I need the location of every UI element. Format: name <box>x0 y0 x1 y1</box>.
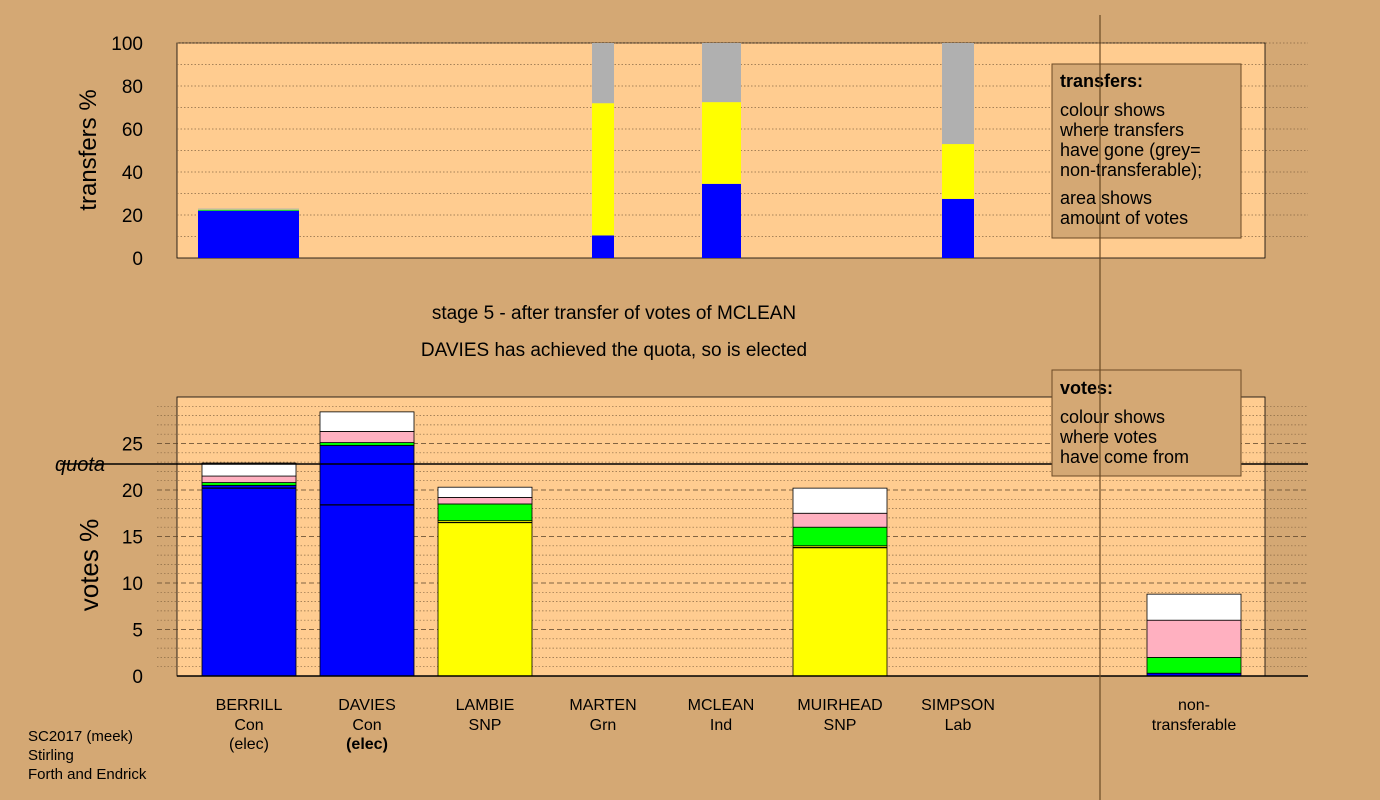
y-tick-label: 25 <box>122 435 143 456</box>
vote-bar-segment <box>792 545 888 677</box>
vote-bar-segment <box>319 411 415 432</box>
candidate-name: LAMBIE <box>456 697 515 714</box>
candidate-name: non- <box>1178 697 1210 714</box>
stage-caption: stage 5 - after transfer of votes of MCL… <box>432 303 796 324</box>
transfer-bar-segment <box>702 102 741 184</box>
candidate-party: transferable <box>1152 717 1237 734</box>
y-tick-label: 60 <box>122 120 143 141</box>
transfer-bar-segment <box>592 235 614 258</box>
vote-bar-segment <box>437 520 533 677</box>
vote-bar-segment <box>201 475 297 483</box>
vote-bar-segment <box>201 482 297 486</box>
transfer-bar-segment <box>702 183 741 258</box>
vote-bar-segment <box>792 487 888 514</box>
vote-bar-segment <box>792 526 888 547</box>
y-tick-label: 100 <box>111 34 143 55</box>
vote-bar-segment <box>437 503 533 522</box>
y-tick-label: 10 <box>122 574 143 595</box>
vote-bar-segment <box>319 444 415 677</box>
transfers-legend-line: amount of votes <box>1060 208 1188 228</box>
votes-y-axis-label: votes % <box>74 519 104 612</box>
transfers-legend-title: transfers: <box>1060 71 1143 91</box>
y-tick-label: 20 <box>122 206 143 227</box>
transfer-bar-segment <box>198 208 299 210</box>
transfers-bars <box>198 43 974 258</box>
transfer-bar-segment <box>942 144 974 199</box>
candidate-name: MUIRHEAD <box>797 697 882 714</box>
footer-line: SC2017 (meek) <box>28 728 133 745</box>
votes-legend-line: colour shows <box>1060 407 1165 427</box>
votes-legend-title: votes: <box>1060 378 1113 398</box>
candidate-name: DAVIES <box>338 697 396 714</box>
vote-bar-segment <box>437 486 533 498</box>
votes-legend-line: have come from <box>1060 447 1189 467</box>
footer-line: Forth and Endrick <box>28 766 147 783</box>
y-tick-label: 80 <box>122 77 143 98</box>
y-tick-label: 0 <box>132 249 143 270</box>
transfer-bar-segment <box>198 210 299 258</box>
transfers-legend-line: colour shows <box>1060 100 1165 120</box>
transfers-legend-line: where transfers <box>1059 120 1184 140</box>
transfers-legend-line: have gone (grey= <box>1060 140 1201 160</box>
transfer-bar-segment <box>592 43 614 104</box>
y-tick-label: 15 <box>122 528 143 549</box>
votes-legend-box <box>1051 369 1242 477</box>
y-tick-label: 20 <box>122 481 143 502</box>
transfers-legend: transfers: colour shows where transfers … <box>1051 63 1242 239</box>
candidate-party: Lab <box>945 717 972 734</box>
candidate-party: Grn <box>590 717 617 734</box>
candidate-name: MCLEAN <box>688 697 755 714</box>
candidate-status: (elec) <box>346 736 388 753</box>
transfers-legend-line: area shows <box>1060 188 1152 208</box>
votes-bars <box>201 411 1242 677</box>
footer-line: Stirling <box>28 747 74 764</box>
y-tick-label: 0 <box>132 667 143 688</box>
votes-y-ticks: 0 5 10 15 20 25 <box>122 435 143 689</box>
vote-bar-segment <box>792 512 888 528</box>
candidate-party: SNP <box>824 717 857 734</box>
candidate-party: Con <box>234 717 263 734</box>
transfers-y-ticks: 0 20 40 60 80 100 <box>111 34 143 270</box>
quota-label: quota <box>55 454 105 476</box>
candidate-name: BERRILL <box>216 697 283 714</box>
candidate-status: (elec) <box>229 736 269 753</box>
transfer-bar-segment <box>942 43 974 145</box>
candidate-party: Ind <box>710 717 732 734</box>
votes-legend-line: where votes <box>1059 427 1157 447</box>
vote-bar-segment <box>1146 619 1242 658</box>
vote-bar-segment <box>319 442 415 446</box>
vote-bar-segment <box>1146 657 1242 674</box>
transfers-legend-box <box>1051 63 1242 239</box>
votes-legend: votes: colour shows where votes have com… <box>1051 369 1242 477</box>
transfer-bar-segment <box>942 198 974 258</box>
vote-bar-segment <box>201 462 297 477</box>
y-tick-label: 5 <box>132 621 143 642</box>
vote-bar-segment <box>437 497 533 505</box>
vote-bar-segment <box>201 484 297 677</box>
candidate-name: MARTEN <box>569 697 636 714</box>
candidate-labels: BERRILL Con (elec) DAVIES Con (elec) LAMBIE SNP… <box>216 697 1237 753</box>
candidate-party: SNP <box>469 717 502 734</box>
vote-bar-segment <box>319 431 415 443</box>
candidate-name: SIMPSON <box>921 697 995 714</box>
transfer-bar-segment <box>702 43 741 103</box>
vote-bar-segment <box>1146 593 1242 621</box>
y-tick-label: 40 <box>122 163 143 184</box>
transfer-bar-segment <box>592 103 614 236</box>
candidate-party: Con <box>352 717 381 734</box>
transfers-y-axis-label: transfers % <box>75 89 102 210</box>
transfers-legend-line: non-transferable); <box>1060 160 1202 180</box>
transfer-bar-segment <box>198 209 299 211</box>
status-caption: DAVIES has achieved the quota, so is ele… <box>421 340 807 361</box>
